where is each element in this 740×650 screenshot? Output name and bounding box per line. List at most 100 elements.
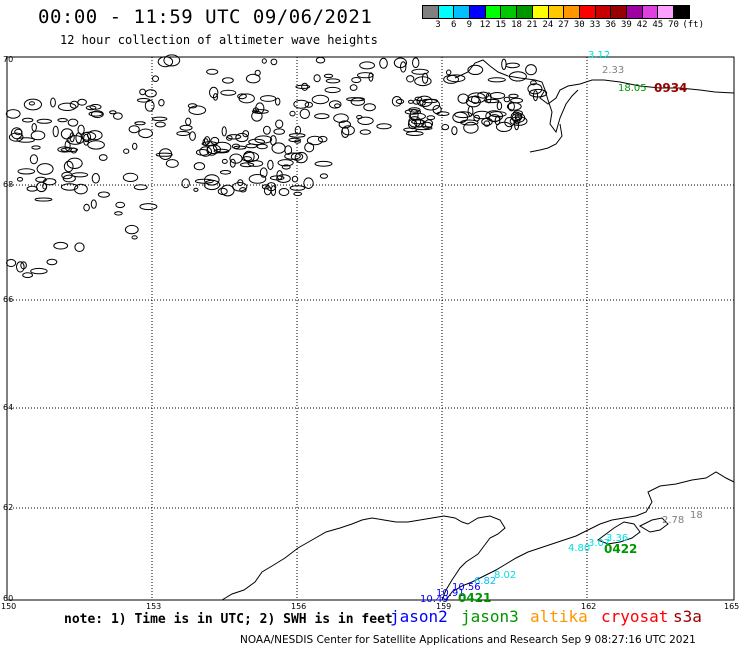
ice-floe xyxy=(489,111,507,118)
ice-floe xyxy=(221,158,228,164)
ice-floe xyxy=(503,96,511,103)
ice-floe xyxy=(404,109,422,115)
color-scale-swatches xyxy=(422,5,690,19)
footer-credit: NOAA/NESDIS Center for Satellite Applica… xyxy=(240,634,696,646)
ice-floe xyxy=(67,118,79,127)
ice-floe xyxy=(289,110,296,117)
ice-floe xyxy=(91,110,104,119)
ice-floe xyxy=(463,121,479,134)
ice-floe xyxy=(325,78,341,84)
ice-floe xyxy=(222,77,234,84)
ice-floe xyxy=(132,142,138,150)
ice-floe xyxy=(131,235,138,240)
ice-floe xyxy=(284,152,301,160)
ice-floe xyxy=(313,74,321,83)
ice-floe xyxy=(395,98,405,105)
ice-floe xyxy=(510,111,523,122)
ice-floe xyxy=(155,121,166,128)
ice-floe xyxy=(229,153,243,164)
ice-floe xyxy=(294,125,302,135)
ice-floe xyxy=(128,125,140,134)
ice-floe xyxy=(133,184,148,191)
obs-value: 10.91 xyxy=(436,588,465,599)
ice-floe xyxy=(77,98,87,106)
ice-floe xyxy=(400,61,407,73)
ice-floe xyxy=(74,183,88,195)
ice-floe xyxy=(237,93,247,100)
ice-floe xyxy=(165,159,179,168)
lon-label-150: 150 xyxy=(1,602,16,611)
ice-floe xyxy=(446,74,466,83)
ice-floe xyxy=(46,258,58,266)
island-coast-2 xyxy=(638,517,669,533)
color-scale-tick: 36 xyxy=(605,20,617,30)
obs-value: 3.07 xyxy=(588,538,610,549)
ice-floe xyxy=(87,130,103,141)
ice-floe xyxy=(252,109,269,114)
ice-floe xyxy=(294,151,308,164)
ice-floe xyxy=(60,128,74,140)
ice-floe xyxy=(71,172,89,178)
ice-floe xyxy=(181,178,190,189)
ice-floe xyxy=(314,160,333,167)
obs-value: 2.33 xyxy=(602,65,624,76)
ice-floe xyxy=(301,82,309,91)
color-scale-tick: 42 xyxy=(636,20,648,30)
ice-floe xyxy=(333,113,349,123)
ice-floe xyxy=(338,120,351,129)
color-scale-tick: 9 xyxy=(466,20,473,30)
color-swatch xyxy=(673,5,690,19)
ice-floe xyxy=(346,97,365,102)
ice-floe xyxy=(158,99,165,107)
ice-floe xyxy=(314,113,330,120)
ice-floe xyxy=(263,125,271,135)
ice-floe xyxy=(473,114,481,122)
ice-floe xyxy=(281,164,291,170)
ice-floe xyxy=(457,93,470,104)
color-scale-tick: 27 xyxy=(558,20,570,30)
ice-floe xyxy=(87,140,105,150)
ice-floe xyxy=(83,203,90,212)
ice-floe xyxy=(36,118,52,124)
ice-floe xyxy=(508,71,527,82)
ice-floe xyxy=(6,259,17,267)
map-frame xyxy=(6,56,735,601)
color-scale-tick: 15 xyxy=(495,20,507,30)
obs-value: 3.12 xyxy=(588,50,610,61)
ice-floe xyxy=(473,110,491,120)
ice-floe xyxy=(267,159,274,170)
ice-floe xyxy=(270,185,277,196)
ice-floe xyxy=(85,105,97,111)
ice-floe xyxy=(248,174,267,184)
ice-floe xyxy=(530,80,537,86)
ice-floe xyxy=(261,58,267,64)
ice-floe xyxy=(138,128,154,139)
ice-floe xyxy=(408,112,426,121)
ice-floe xyxy=(269,135,277,146)
ice-floe xyxy=(288,133,306,138)
ice-floe xyxy=(412,57,420,69)
lat-lon-grid xyxy=(7,57,734,600)
ice-floe xyxy=(136,98,151,103)
map-title: 00:00 - 11:59 UTC 09/06/2021 xyxy=(38,6,373,28)
obs-value: 8.02 xyxy=(494,570,516,581)
ice-floe xyxy=(349,84,358,91)
ice-floe xyxy=(501,58,507,71)
ice-floe xyxy=(22,272,34,279)
ice-floe xyxy=(290,152,304,161)
ice-floe xyxy=(514,119,520,131)
ice-floe xyxy=(319,173,328,179)
ice-floe xyxy=(29,154,39,165)
ice-floe xyxy=(69,132,75,143)
map-subtitle: 12 hour collection of altimeter wave hei… xyxy=(60,33,378,47)
ice-floe xyxy=(57,146,72,153)
ice-floe xyxy=(36,181,47,193)
island-coast xyxy=(596,521,641,545)
coastline-north xyxy=(454,59,735,105)
ice-floe xyxy=(303,177,314,189)
ice-floe xyxy=(293,99,310,109)
ice-floe xyxy=(256,143,268,150)
ice-floe xyxy=(532,90,539,102)
ice-floe xyxy=(8,132,24,142)
ice-floe xyxy=(411,68,429,75)
